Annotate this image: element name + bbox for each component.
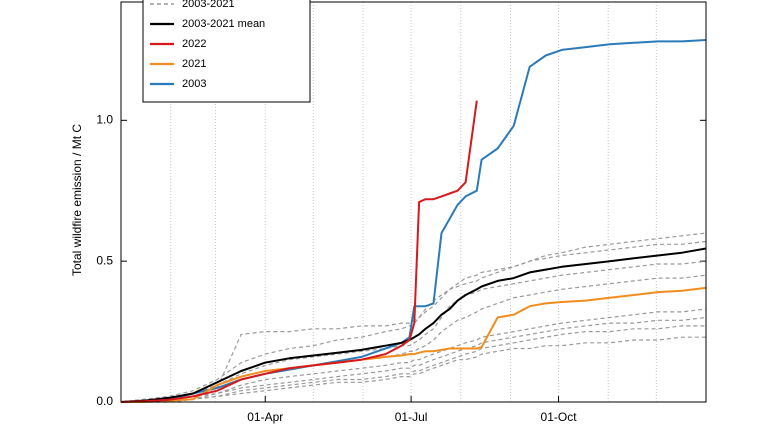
x-tick-label: 01-Oct — [541, 410, 578, 424]
series-line — [121, 286, 707, 403]
legend-label: 2003-2021 mean — [182, 18, 265, 30]
legend-box — [142, 0, 311, 103]
legend-label: 2003-2021 — [182, 0, 235, 10]
series-line — [121, 316, 707, 403]
series-line — [121, 308, 707, 403]
series-line — [120, 247, 707, 403]
y-tick-label: 0.5 — [96, 253, 113, 267]
x-tick-label: 01-Jul — [395, 410, 428, 424]
legend-label: 2021 — [182, 58, 206, 70]
legend-label: 2022 — [182, 38, 206, 50]
x-tick-label: 01-Apr — [247, 410, 283, 424]
y-tick-label: 0.0 — [96, 394, 113, 408]
y-tick-label: 1.0 — [96, 112, 113, 126]
series-line — [120, 260, 707, 403]
plot-frame — [120, 1, 707, 403]
legend-label: 2003 — [182, 78, 206, 90]
series-line — [121, 240, 707, 403]
series-line — [121, 336, 706, 403]
series-line — [121, 325, 706, 403]
y-axis-label: Total wildfire emission / Mt C — [70, 124, 84, 276]
series-line — [120, 100, 478, 403]
